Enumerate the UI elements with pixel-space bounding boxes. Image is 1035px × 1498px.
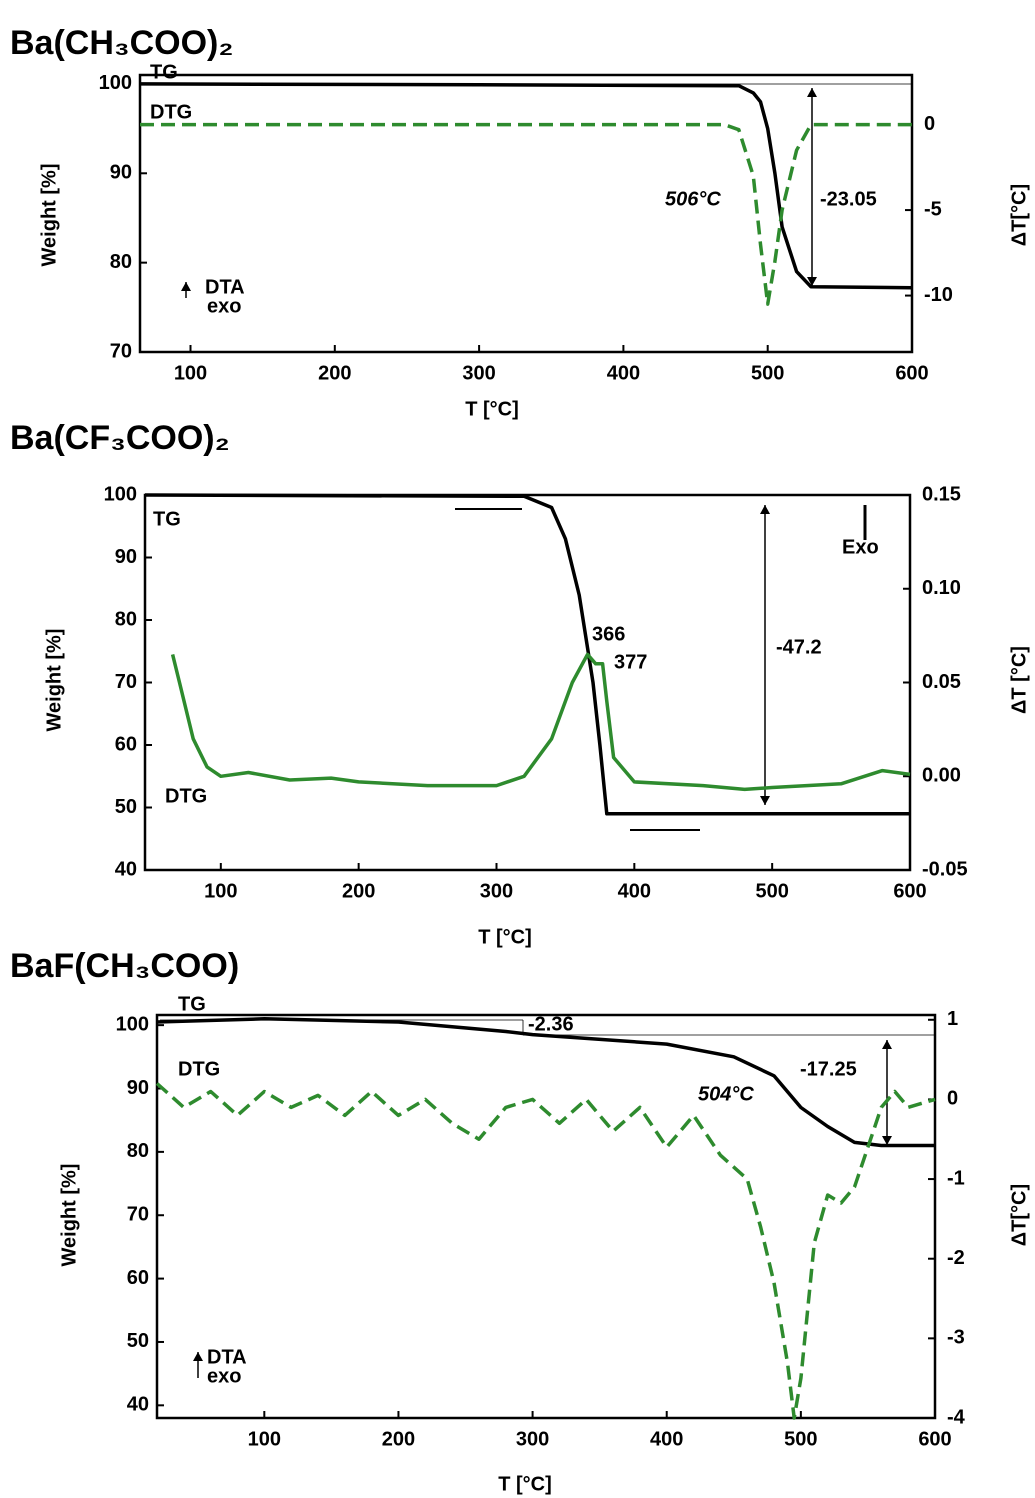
annotation: exo — [207, 295, 241, 317]
x-axis-title: T [°C] — [478, 926, 532, 948]
y2-tick-label: 1 — [947, 1008, 958, 1030]
y2-tick-label: -4 — [947, 1406, 966, 1428]
y-tick-label: 70 — [110, 340, 132, 362]
y-tick-label: 90 — [115, 546, 137, 568]
y-tick-label: 40 — [127, 1394, 149, 1416]
arrow-head — [193, 1352, 203, 1361]
y2-tick-label: -1 — [947, 1167, 965, 1189]
y2-axis-title: ΔT[°C] — [1008, 1184, 1030, 1246]
y-tick-label: 80 — [115, 608, 137, 630]
series-line — [140, 122, 912, 306]
y-tick-label: 100 — [104, 483, 137, 505]
y2-tick-label: 0.10 — [922, 577, 961, 599]
x-tick-label: 500 — [755, 880, 788, 902]
series-line — [144, 493, 910, 816]
y-tick-label: 60 — [127, 1267, 149, 1289]
x-tick-label: 600 — [893, 880, 926, 902]
annotation: -47.2 — [776, 636, 822, 658]
plot-frame — [138, 73, 914, 354]
chart-title: Ba(CH₃COO)₂ — [10, 24, 234, 62]
x-tick-label: 300 — [462, 362, 495, 384]
y-axis-title: Weight [%] — [38, 164, 60, 267]
y-tick-label: 70 — [115, 671, 137, 693]
y2-tick-label: -0.05 — [922, 858, 968, 880]
y-tick-label: 90 — [110, 162, 132, 184]
y-tick-label: 90 — [127, 1077, 149, 1099]
y2-tick-label: -3 — [947, 1327, 965, 1349]
series-label: TG — [178, 993, 206, 1015]
y-axis-title: Weight [%] — [43, 629, 65, 732]
x-tick-label: 300 — [480, 880, 513, 902]
annotation: 504°C — [698, 1083, 754, 1105]
arrow-head — [760, 796, 770, 805]
annotation: 506°C — [665, 188, 721, 210]
y-tick-label: 80 — [127, 1140, 149, 1162]
annotation: -17.25 — [800, 1058, 857, 1080]
x-tick-label: 100 — [204, 880, 237, 902]
y-tick-label: 70 — [127, 1204, 149, 1226]
y-tick-label: 50 — [127, 1330, 149, 1352]
x-tick-label: 200 — [342, 880, 375, 902]
series-line — [155, 1082, 936, 1420]
x-tick-label: 200 — [318, 362, 351, 384]
series-line — [170, 652, 911, 792]
x-tick-label: 500 — [751, 362, 784, 384]
series-line — [156, 1017, 935, 1148]
y2-tick-label: 0 — [947, 1088, 958, 1110]
y2-tick-label: 0.00 — [922, 765, 961, 787]
y-tick-label: 40 — [115, 858, 137, 880]
y-tick-label: 80 — [110, 251, 132, 273]
y2-tick-label: 0.05 — [922, 671, 961, 693]
y-tick-label: 50 — [115, 796, 137, 818]
arrow-head — [882, 1040, 892, 1049]
y2-tick-label: 0.15 — [922, 483, 961, 505]
y2-axis-title: ΔT[°C] — [1008, 184, 1030, 246]
annotation: -2.36 — [528, 1013, 574, 1035]
y-axis-title: Weight [%] — [58, 1164, 80, 1267]
annotation: DTA — [207, 1346, 247, 1368]
x-tick-label: 500 — [784, 1428, 817, 1450]
y-tick-label: 100 — [99, 72, 132, 94]
series-label: TG — [153, 508, 181, 530]
plot-frame — [155, 1013, 937, 1420]
x-tick-label: 100 — [248, 1428, 281, 1450]
annotation: -23.05 — [820, 188, 877, 210]
y-tick-label: 60 — [115, 733, 137, 755]
x-tick-label: 400 — [607, 362, 640, 384]
series-label: TG — [150, 61, 178, 83]
annotation: DTA — [205, 276, 245, 298]
arrow-head — [181, 282, 191, 291]
x-tick-label: 600 — [918, 1428, 951, 1450]
series-label: DTG — [178, 1058, 220, 1080]
annotation: Exo — [842, 536, 879, 558]
annotation: 377 — [614, 651, 647, 673]
x-tick-label: 400 — [650, 1428, 683, 1450]
arrow-head — [807, 277, 817, 286]
y2-axis-title: ΔT [°C] — [1008, 646, 1030, 714]
annotation: 366 — [592, 623, 625, 645]
x-axis-title: T [°C] — [498, 1473, 552, 1495]
series-label: DTG — [150, 101, 192, 123]
arrow-head — [760, 505, 770, 514]
y2-tick-label: 0 — [924, 113, 935, 135]
chart-title: BaF(CH₃COO) — [10, 947, 239, 985]
arrow-head — [807, 88, 817, 97]
y2-tick-label: -10 — [924, 284, 953, 306]
x-tick-label: 200 — [382, 1428, 415, 1450]
x-axis-title: T [°C] — [465, 398, 519, 420]
y-tick-label: 100 — [116, 1013, 149, 1035]
x-tick-label: 100 — [174, 362, 207, 384]
x-tick-label: 400 — [618, 880, 651, 902]
annotation: exo — [207, 1365, 241, 1387]
x-tick-label: 600 — [895, 362, 928, 384]
chart-title: Ba(CF₃COO)₂ — [10, 419, 230, 457]
series-label: DTG — [165, 785, 207, 807]
y2-tick-label: -5 — [924, 198, 942, 220]
y2-tick-label: -2 — [947, 1247, 965, 1269]
x-tick-label: 300 — [516, 1428, 549, 1450]
arrow-head — [882, 1136, 892, 1145]
series-line — [139, 82, 913, 290]
